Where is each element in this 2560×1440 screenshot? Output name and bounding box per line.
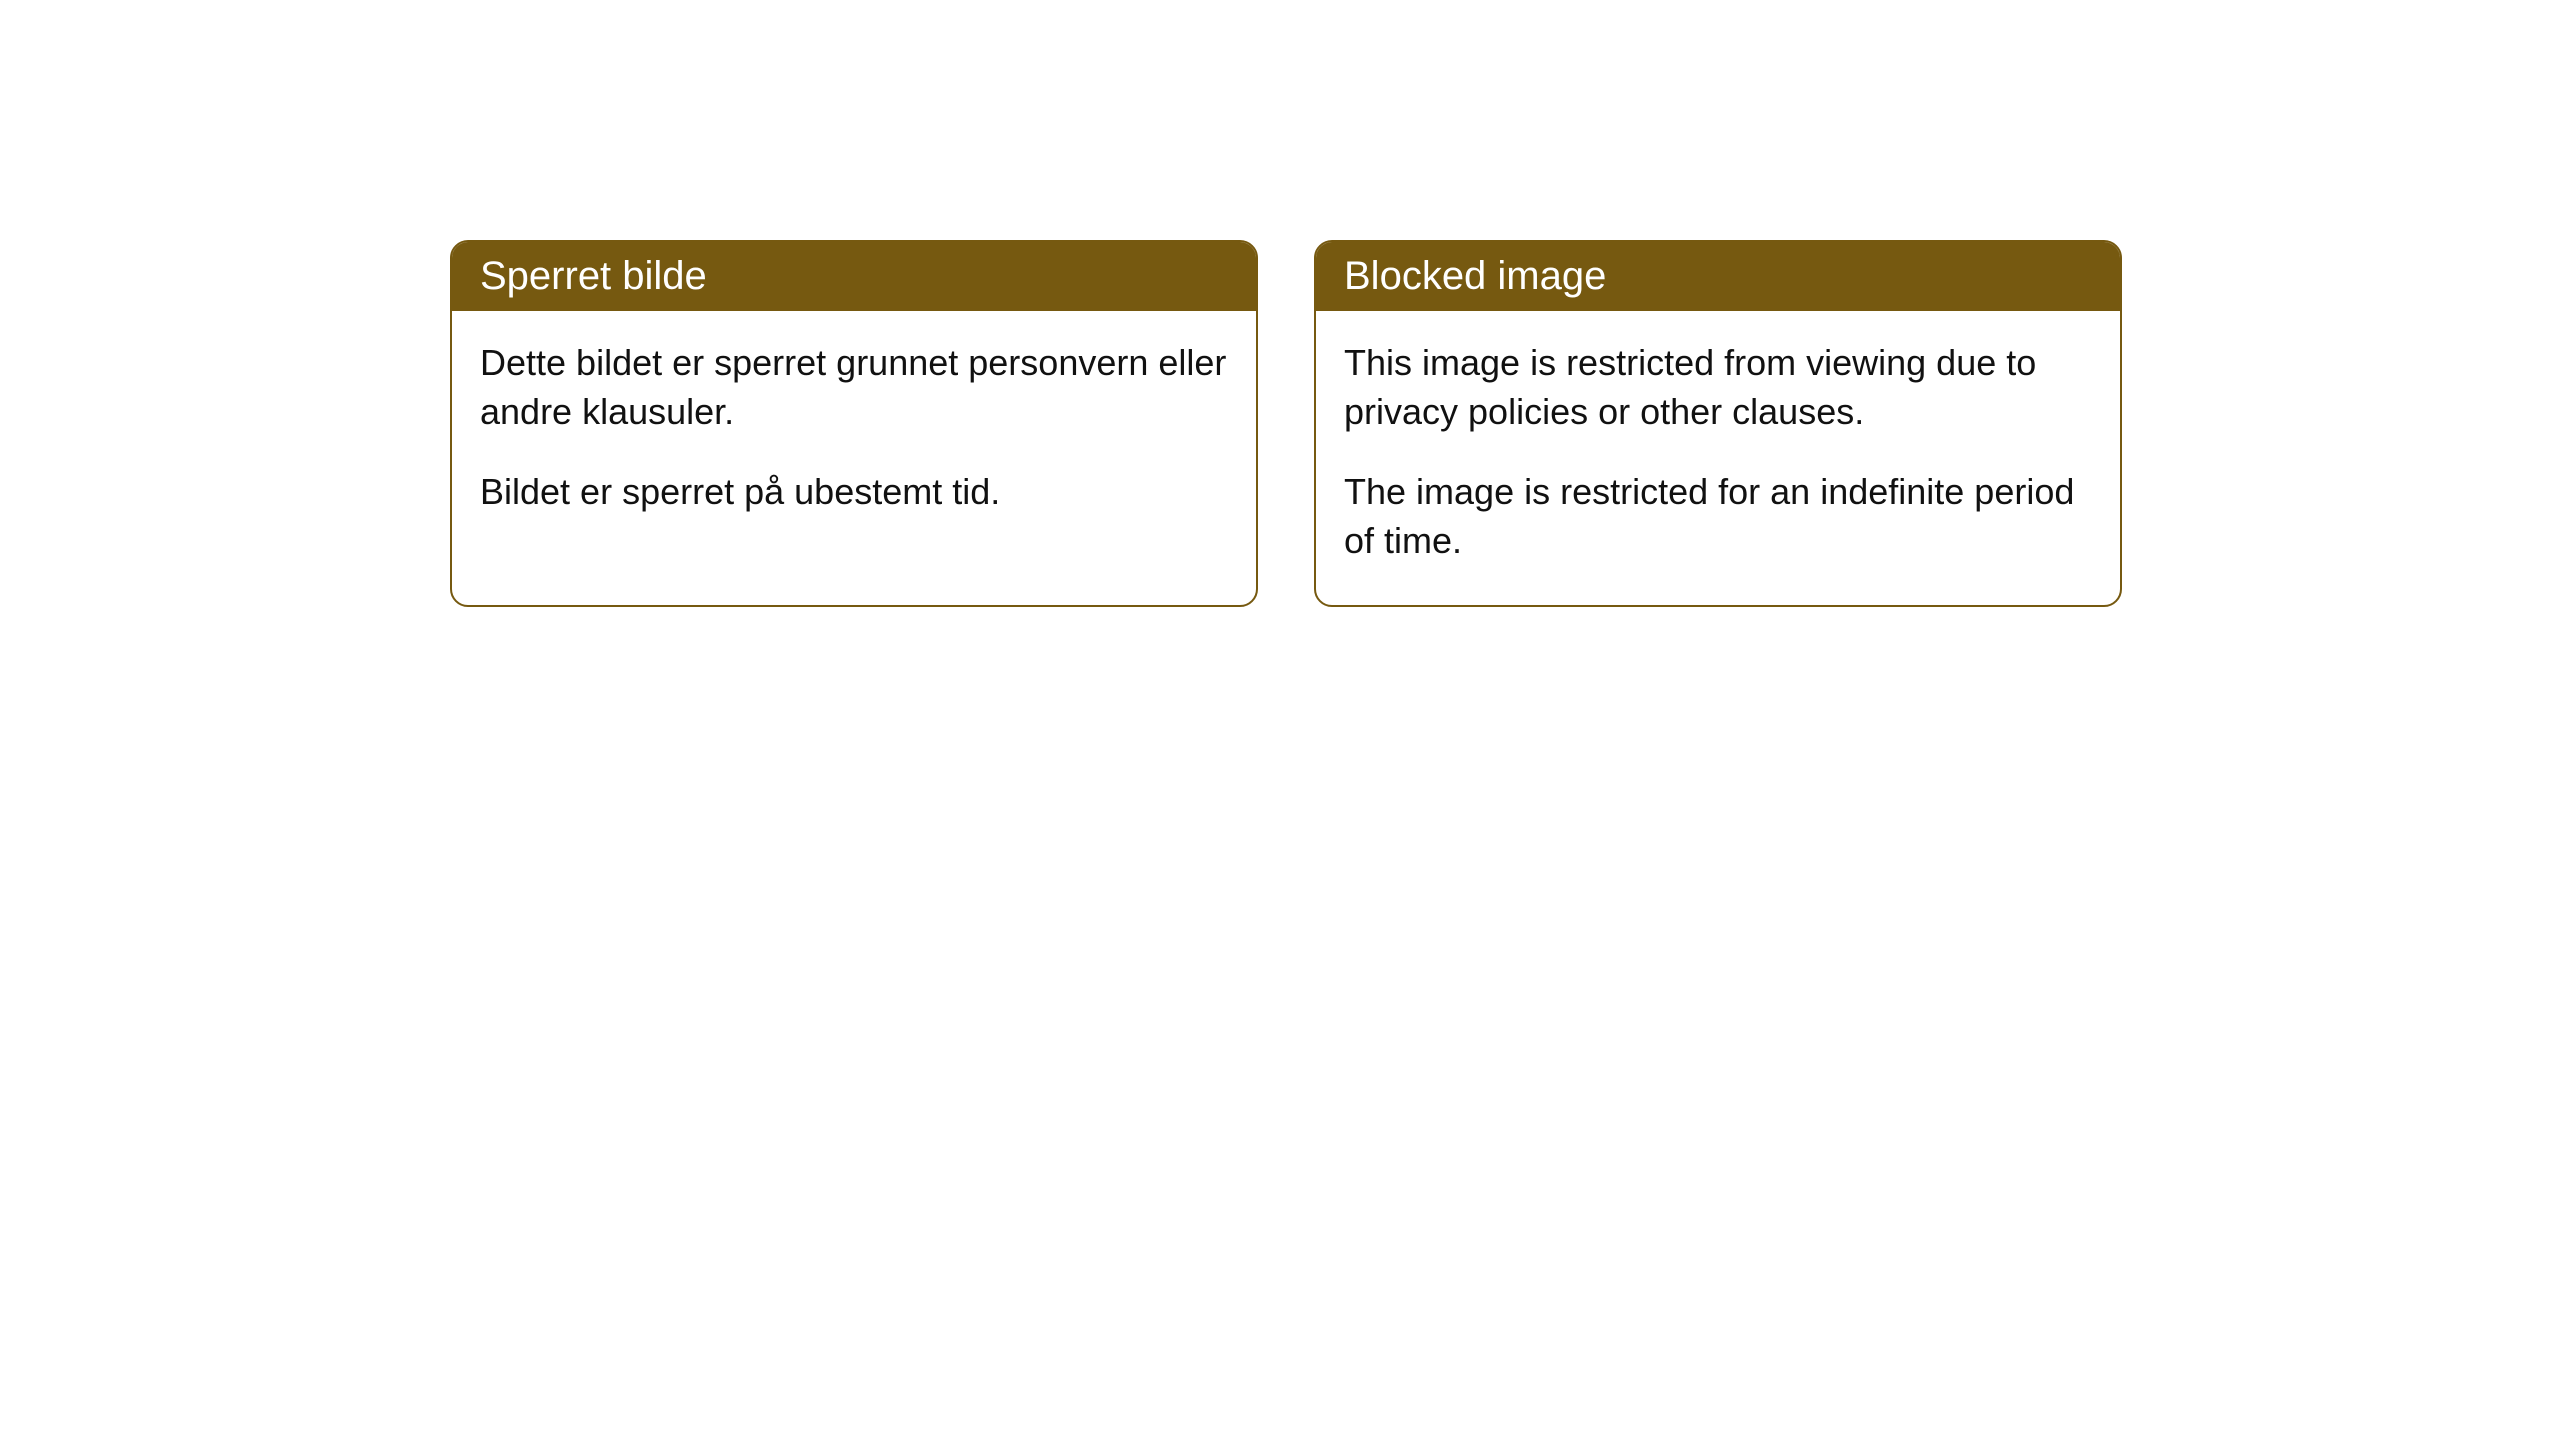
cards-container: Sperret bilde Dette bildet er sperret gr… — [450, 240, 2122, 607]
card-paragraph: The image is restricted for an indefinit… — [1344, 468, 2092, 565]
card-paragraph: Bildet er sperret på ubestemt tid. — [480, 468, 1228, 517]
card-body-en: This image is restricted from viewing du… — [1316, 311, 2120, 605]
card-header-no: Sperret bilde — [452, 242, 1256, 311]
card-body-no: Dette bildet er sperret grunnet personve… — [452, 311, 1256, 557]
card-paragraph: Dette bildet er sperret grunnet personve… — [480, 339, 1228, 436]
card-paragraph: This image is restricted from viewing du… — [1344, 339, 2092, 436]
blocked-image-card-en: Blocked image This image is restricted f… — [1314, 240, 2122, 607]
card-header-en: Blocked image — [1316, 242, 2120, 311]
blocked-image-card-no: Sperret bilde Dette bildet er sperret gr… — [450, 240, 1258, 607]
